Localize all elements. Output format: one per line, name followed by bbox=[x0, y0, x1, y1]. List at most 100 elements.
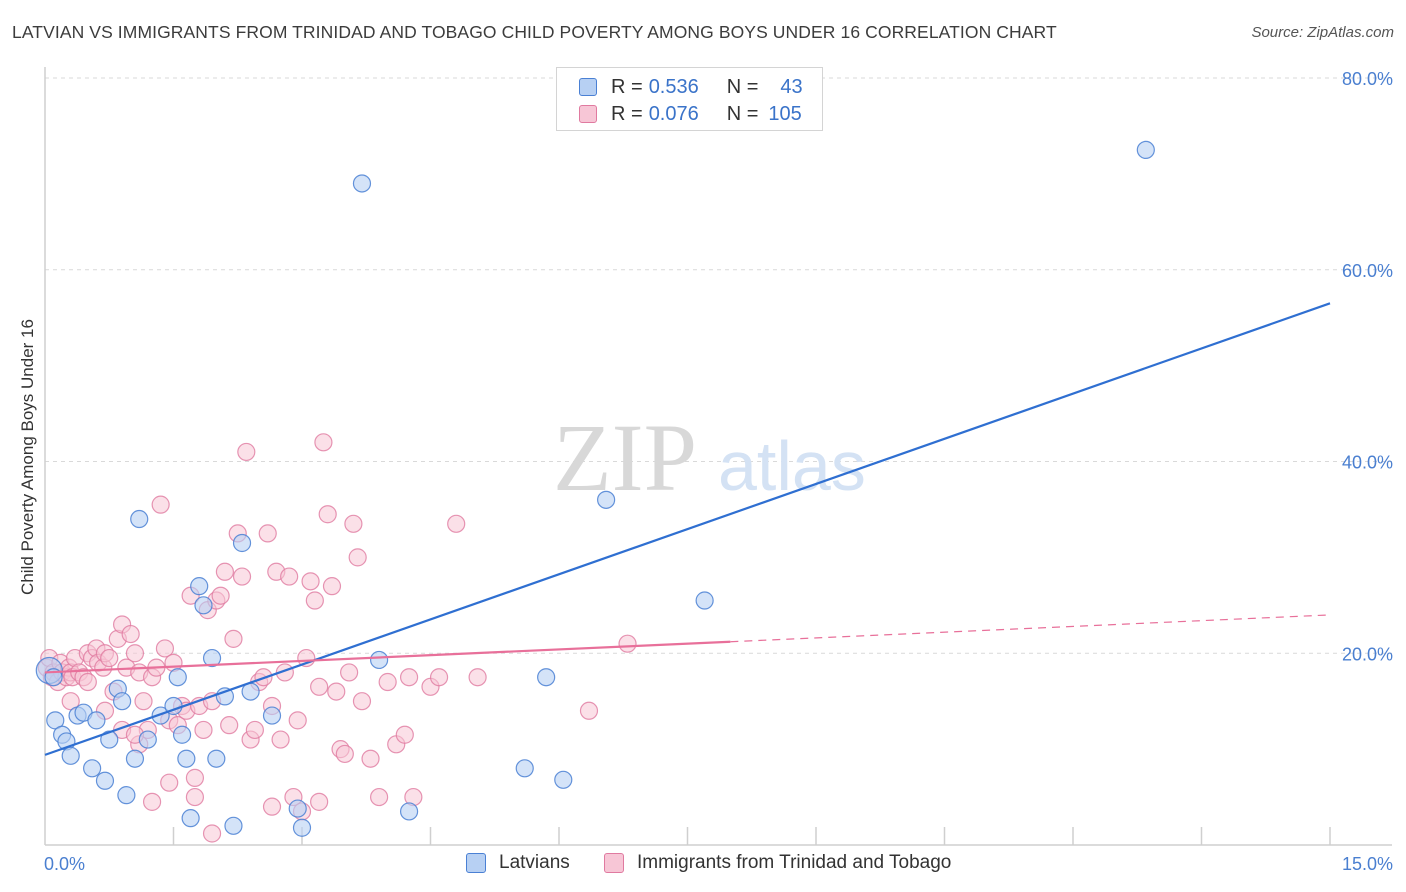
immigrants-point bbox=[185, 787, 205, 807]
tick-labels: 20.0% 40.0% 60.0% 80.0% 0.0% 15.0% bbox=[44, 69, 1393, 874]
bottom-legend-latvians: Latvians bbox=[466, 852, 570, 874]
latvians-point bbox=[597, 490, 616, 509]
immigrants-point bbox=[232, 567, 252, 586]
x-tick-label: 15.0% bbox=[1342, 854, 1393, 874]
immigrants-point bbox=[134, 692, 153, 711]
immigrants-point bbox=[301, 572, 320, 591]
latvians-point bbox=[181, 809, 200, 828]
latvians-point bbox=[138, 730, 157, 749]
y-tick-label: 80.0% bbox=[1342, 69, 1393, 89]
latvians-point bbox=[87, 711, 106, 730]
immigrants-point bbox=[395, 725, 414, 744]
legend-n-value: 43 bbox=[780, 75, 803, 98]
immigrants-point bbox=[262, 797, 282, 816]
x-tick-label: 0.0% bbox=[44, 854, 85, 874]
latvians-point bbox=[554, 770, 573, 789]
latvians-point bbox=[399, 802, 419, 821]
immigrants-point bbox=[314, 433, 333, 452]
immigrants-point bbox=[78, 672, 97, 692]
latvians-point bbox=[262, 706, 282, 725]
legend-row-latvians: R = 0.536 N = 43 bbox=[579, 74, 803, 100]
immigrants-point bbox=[340, 663, 359, 682]
immigrants-point bbox=[160, 773, 179, 792]
latvians-point bbox=[202, 648, 222, 668]
immigrants-point bbox=[288, 711, 307, 730]
latvians-point bbox=[100, 730, 119, 749]
y-tick-label: 40.0% bbox=[1342, 453, 1393, 473]
latvians-point bbox=[177, 749, 196, 768]
legend-swatch-latvians bbox=[579, 78, 597, 96]
y-tick-label: 60.0% bbox=[1342, 261, 1393, 281]
legend-swatch-immigrants bbox=[579, 105, 597, 123]
immigrants-point bbox=[142, 792, 162, 811]
immigrants-trend-line-extension bbox=[730, 614, 1331, 643]
immigrants-point bbox=[310, 677, 329, 696]
legend-r-value: 0.536 bbox=[648, 75, 699, 98]
immigrants-point bbox=[125, 644, 145, 663]
latvians-point bbox=[151, 706, 170, 725]
immigrants-point bbox=[429, 668, 449, 687]
latvians-point bbox=[190, 577, 209, 596]
immigrants-point bbox=[322, 577, 342, 596]
immigrants-point bbox=[344, 514, 363, 533]
immigrants-point bbox=[224, 629, 243, 648]
latvians-point bbox=[130, 509, 149, 529]
immigrants-point bbox=[361, 749, 380, 768]
latvians-point bbox=[61, 746, 80, 765]
latvians-point bbox=[95, 771, 115, 790]
trend-lines bbox=[44, 302, 1331, 756]
series-latvians-points bbox=[35, 140, 1155, 837]
bottom-legend-label: Latvians bbox=[499, 852, 570, 873]
immigrants-point bbox=[468, 668, 487, 687]
immigrants-point bbox=[327, 682, 346, 701]
immigrants-point bbox=[280, 567, 299, 586]
bottom-legend: Latvians Immigrants from Trinidad and To… bbox=[0, 852, 1406, 878]
bottom-legend-label: Immigrants from Trinidad and Tobago bbox=[637, 852, 952, 873]
latvians-point bbox=[515, 759, 534, 778]
latvians-point bbox=[194, 596, 213, 615]
bottom-legend-immigrants: Immigrants from Trinidad and Tobago bbox=[604, 852, 951, 874]
latvians-point bbox=[125, 749, 145, 768]
chart-source: Source: ZipAtlas.com bbox=[1251, 24, 1394, 41]
immigrants-point bbox=[100, 648, 119, 668]
series-immigrants-points bbox=[37, 433, 637, 843]
latvians-point bbox=[83, 759, 102, 778]
latvians-point bbox=[168, 668, 187, 687]
legend-r-label: R = bbox=[611, 102, 643, 125]
immigrants-trend-line bbox=[44, 640, 731, 674]
y-axis-label: Child Poverty Among Boys Under 16 bbox=[18, 319, 37, 595]
immigrants-point bbox=[202, 824, 222, 843]
latvians-point bbox=[695, 591, 714, 610]
immigrants-point bbox=[237, 442, 256, 462]
latvians-point bbox=[537, 668, 556, 687]
latvians-point bbox=[352, 174, 372, 193]
immigrants-point bbox=[215, 562, 234, 581]
chart-title: LATVIAN VS IMMIGRANTS FROM TRINIDAD AND … bbox=[12, 22, 1057, 42]
gridlines bbox=[45, 77, 1392, 654]
immigrants-point bbox=[121, 624, 140, 644]
immigrants-point bbox=[318, 505, 337, 524]
watermark-zip: ZIP bbox=[553, 404, 697, 511]
latvians-point bbox=[370, 650, 389, 670]
axes bbox=[44, 67, 1392, 846]
immigrants-point bbox=[618, 634, 637, 653]
immigrants-point bbox=[370, 787, 389, 807]
legend-r-label: R = bbox=[611, 75, 643, 98]
immigrants-point bbox=[211, 586, 230, 605]
y-tick-label: 20.0% bbox=[1342, 644, 1393, 664]
legend-box: R = 0.536 N = 43 R = 0.076 N = 105 bbox=[556, 67, 823, 131]
latvians-point bbox=[112, 692, 132, 711]
immigrants-point bbox=[220, 716, 239, 735]
immigrants-point bbox=[399, 668, 419, 687]
legend-n-label: N = bbox=[726, 75, 759, 98]
immigrants-point bbox=[245, 720, 264, 740]
latvians-point bbox=[232, 533, 252, 553]
immigrants-point bbox=[185, 768, 205, 787]
immigrants-point bbox=[335, 744, 354, 764]
latvians-point bbox=[1136, 140, 1155, 160]
legend-n-label: N = bbox=[726, 102, 759, 125]
immigrants-point bbox=[378, 672, 397, 692]
latvians-point bbox=[117, 786, 136, 805]
immigrants-point bbox=[352, 692, 372, 711]
